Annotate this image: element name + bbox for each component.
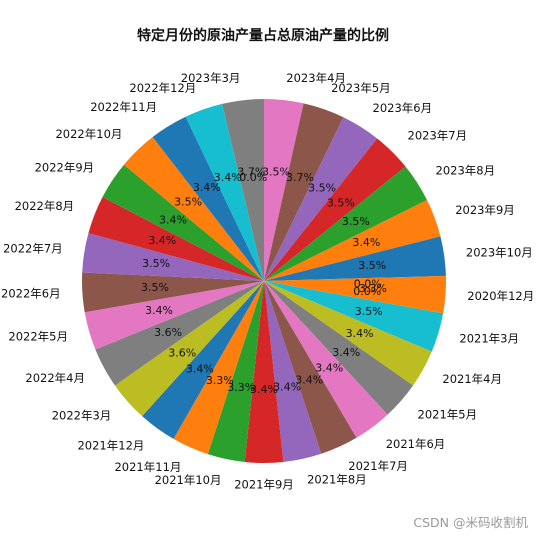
pie-slice-2022年6月 (81, 272, 265, 313)
slice-percent-label: 3.5% (262, 166, 290, 179)
slice-percent-label: 3.4% (250, 383, 278, 396)
slice-percent-label: 3.5% (174, 196, 202, 209)
slice-label: 2023年4月 (286, 71, 346, 85)
pie-slice-2022年7月 (82, 233, 264, 281)
slice-label: 2022年9月 (35, 161, 95, 175)
slice-percent-label: 3.4% (315, 362, 343, 375)
slice-label: 2021年5月 (418, 408, 478, 422)
slice-percent-labels: 3.5%3.7%3.5%3.5%3.5%3.4%3.5%3.3%3.5%3.4%… (141, 166, 387, 397)
slice-percent-label: 3.7% (237, 166, 265, 179)
pie-slice-2023年4月 (264, 99, 304, 281)
pie-slice-2022年8月 (88, 197, 264, 281)
slice-percent-label: 3.3% (359, 282, 387, 295)
slice-percent-label: 3.4% (148, 234, 176, 247)
pie-slice-2023年8月 (264, 166, 428, 281)
slice-percent-label: 3.4% (295, 373, 323, 386)
pie-slice-2021年10月 (207, 281, 264, 462)
pie-slice-2021年6月 (264, 281, 388, 438)
slice-label: 2021年10月 (155, 473, 222, 487)
pie-slice-2021年3月 (264, 281, 444, 352)
slice-percent-label: 3.4% (273, 381, 301, 394)
pie-slice-2022年11月 (152, 116, 264, 282)
slice-label: 2022年5月 (8, 330, 68, 344)
slice-label: 2023年8月 (436, 163, 496, 177)
slice-label: 2023年3月 (181, 71, 241, 85)
slice-label: 2021年4月 (442, 372, 502, 386)
slice-percent-label: 3.4% (352, 236, 380, 249)
slice-percent-label: 3.4% (159, 214, 187, 227)
slice-label: 2022年8月 (15, 199, 75, 213)
slice-label: 2022年6月 (1, 286, 61, 300)
zero-percent-label: 0.0% (239, 171, 267, 184)
slice-percent-label: 3.4% (214, 171, 242, 184)
pie-slice-2020年12月 (264, 275, 447, 314)
slice-label: 2022年10月 (55, 127, 122, 141)
zero-percent-label: 0.0% (353, 285, 381, 298)
slice-percent-label: 3.5% (327, 196, 355, 209)
slice-label: 2022年3月 (52, 409, 112, 423)
pie-slice-2021年8月 (264, 281, 322, 462)
slice-percent-label: 3.6% (154, 326, 182, 339)
pie-slice-2023年5月 (264, 103, 344, 282)
slice-label: 2020年12月 (467, 289, 534, 303)
slice-label: 2022年4月 (25, 371, 85, 385)
chart-title: 特定月份的原油产量占总原油产量的比例 (137, 27, 389, 44)
pie-slice-2021年4月 (264, 281, 432, 386)
slice-label: 2023年6月 (373, 101, 433, 115)
pie-slice-2023年7月 (264, 138, 406, 281)
slice-percent-label: 3.4% (193, 181, 221, 194)
pie-slice-2022年5月 (84, 281, 264, 350)
slice-label: 2021年6月 (386, 437, 446, 451)
slice-percent-label: 3.7% (286, 171, 314, 184)
watermark: CSDN @米码收割机 (413, 515, 528, 530)
pie-slice-2022年10月 (123, 137, 264, 281)
slice-label: 2022年12月 (129, 81, 196, 95)
slice-percent-label: 3.4% (186, 362, 214, 375)
pie-slice-2021年9月 (244, 281, 284, 464)
slice-label: 2022年7月 (3, 242, 63, 256)
slice-label: 2023年7月 (408, 129, 468, 143)
slice-label: 2021年9月 (234, 477, 294, 491)
slice-percent-label: 3.3% (227, 381, 255, 394)
pie-slice-2021年12月 (142, 281, 264, 439)
pie-slice-2021年7月 (264, 281, 357, 454)
slice-percent-label: 3.6% (168, 346, 196, 359)
slice-label: 2023年9月 (455, 203, 515, 217)
pie-slice-2021年11月 (173, 281, 264, 455)
pie-slice-2022年3月 (114, 281, 264, 417)
slice-percent-label: 3.5% (355, 305, 383, 318)
slice-percent-label: 3.5% (358, 259, 386, 272)
slice-percent-label: 3.5% (342, 215, 370, 228)
slice-label: 2021年7月 (348, 459, 408, 473)
pie-slice-2023年3月 (222, 99, 264, 281)
slice-percent-label: 3.5% (142, 257, 170, 270)
zero-percent-label: 0.0% (354, 278, 382, 291)
pie-slice-2023年6月 (264, 117, 378, 282)
slice-label: 2021年11月 (114, 460, 181, 474)
slice-label: 2021年3月 (459, 332, 519, 346)
pie-slice-2022年12月 (185, 103, 264, 281)
slice-percent-label: 3.5% (308, 182, 336, 195)
slice-percent-label: 3.4% (332, 346, 360, 359)
slice-percent-label: 3.4% (346, 327, 374, 340)
pie-slice-2023年9月 (264, 200, 441, 281)
pie-slice-2022年4月 (95, 281, 265, 386)
slice-label: 2021年12月 (77, 439, 144, 453)
slice-label: 2023年10月 (466, 246, 533, 260)
slice-percent-label: 3.5% (141, 281, 169, 294)
pie-slice-2023年10月 (264, 236, 446, 281)
slice-percent-label: 3.3% (206, 374, 234, 387)
pie-slice-2021年5月 (264, 281, 414, 415)
slice-percent-label: 3.4% (145, 304, 173, 317)
pie-slices (81, 99, 447, 464)
pie-slice-2022年9月 (102, 164, 264, 281)
slice-label: 2021年8月 (307, 473, 367, 487)
slice-label: 2023年5月 (331, 81, 391, 95)
slice-label: 2022年11月 (90, 100, 157, 114)
